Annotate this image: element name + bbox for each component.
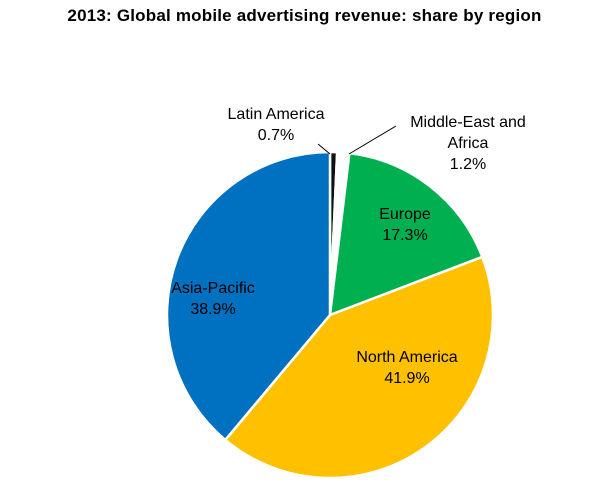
label-value-europe: 17.3%: [382, 227, 427, 244]
leader-line-latin-america: [317, 143, 331, 155]
label-name-europe: Europe: [379, 206, 431, 223]
label-europe: Europe 17.3%: [379, 206, 431, 244]
label-middle-east-and-africa: Middle-East and Africa 1.2%: [410, 114, 526, 173]
label-name-north-america: North America: [356, 349, 457, 366]
label-name-asia-pacific: Asia-Pacific: [171, 280, 255, 297]
label-name-middle-east-and-africa: Africa: [448, 135, 489, 152]
leader-lines: [317, 125, 397, 155]
slice-asia-pacific: [165, 150, 332, 442]
label-value-asia-pacific: 38.9%: [190, 301, 235, 318]
label-value-north-america: 41.9%: [384, 370, 429, 387]
slice-north-america: [223, 255, 495, 480]
label-latin-america: Latin America 0.7%: [228, 106, 325, 144]
chart-title: 2013: Global mobile advertising revenue:…: [67, 6, 542, 25]
label-value-middle-east-and-africa: 1.2%: [450, 156, 486, 173]
pie-slices: [165, 150, 495, 480]
label-asia-pacific: Asia-Pacific 38.9%: [171, 280, 255, 318]
leader-line-middle-east-and-africa: [348, 125, 397, 155]
slice-europe: [328, 151, 484, 317]
label-name-latin-america: Latin America: [228, 106, 325, 123]
slice-labels: Latin America 0.7% Middle-East and Africa 1.…: [171, 106, 526, 387]
label-value-latin-america: 0.7%: [258, 127, 294, 144]
label-name-middle-east-and-africa: Middle-East and: [410, 114, 526, 131]
label-north-america: North America 41.9%: [356, 349, 457, 387]
